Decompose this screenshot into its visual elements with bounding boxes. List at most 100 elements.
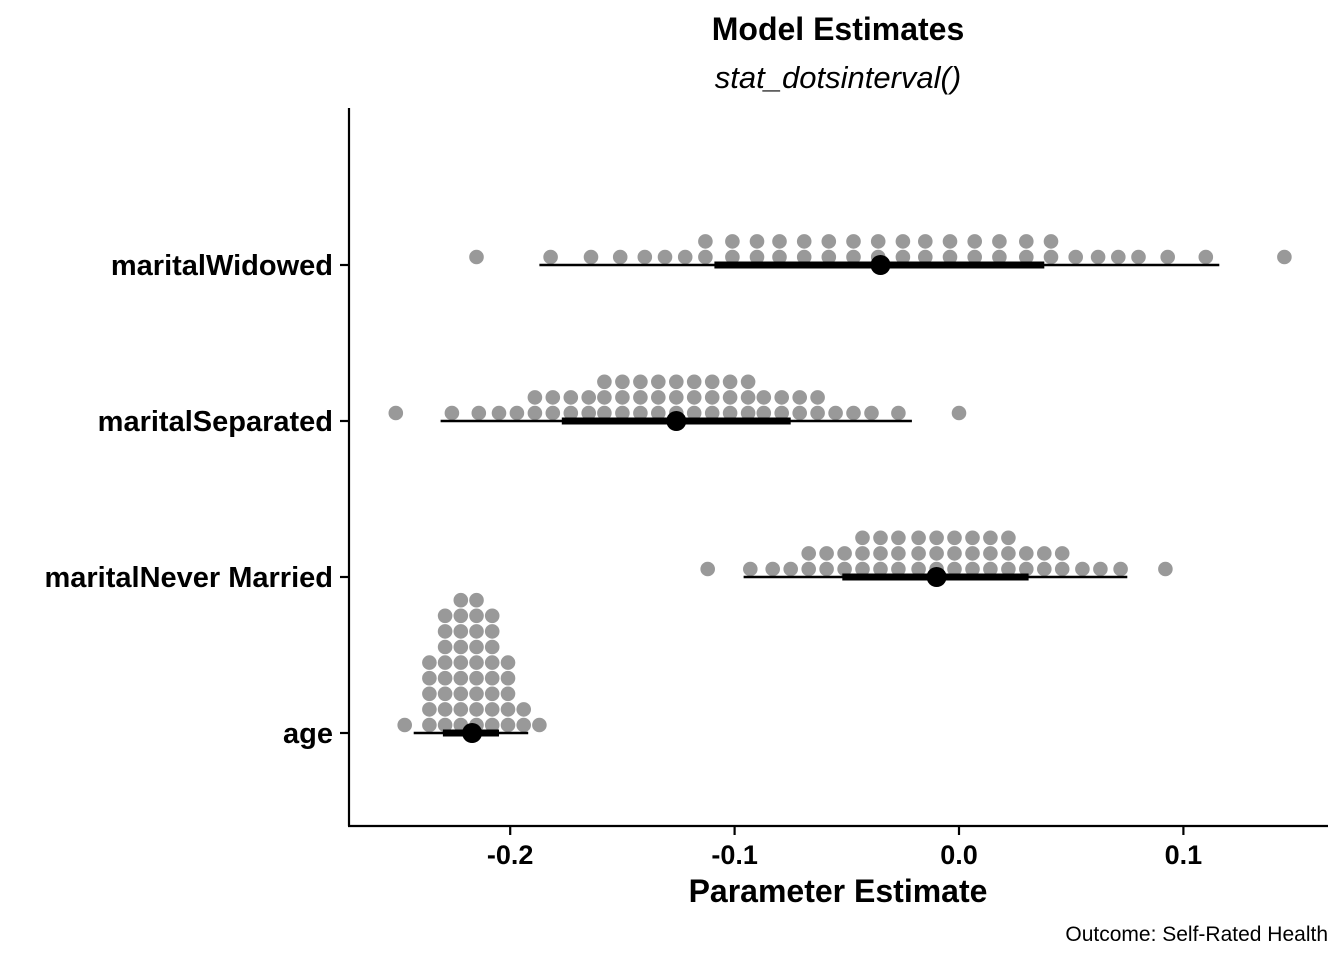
y-tick-label: maritalSeparated bbox=[98, 406, 333, 438]
dot-point bbox=[651, 405, 666, 421]
dot-point bbox=[837, 546, 852, 561]
dot-point bbox=[453, 686, 469, 702]
dot-point bbox=[437, 639, 453, 655]
dot-point bbox=[1111, 249, 1126, 265]
dot-point bbox=[437, 655, 453, 670]
dot-point bbox=[686, 405, 702, 421]
dot-point bbox=[725, 234, 740, 249]
dot-point bbox=[965, 530, 980, 546]
dot-point bbox=[612, 249, 628, 265]
dot-point bbox=[1019, 546, 1034, 561]
dot-point bbox=[615, 405, 630, 421]
dot-point bbox=[563, 390, 579, 405]
dot-point bbox=[527, 390, 543, 405]
dot-point bbox=[527, 405, 543, 421]
dot-point bbox=[1131, 249, 1146, 265]
dot-point bbox=[453, 639, 469, 655]
dot-point bbox=[677, 249, 693, 265]
dot-point bbox=[1277, 249, 1292, 265]
dot-point bbox=[1054, 561, 1070, 577]
dot-point bbox=[500, 655, 516, 670]
dot-point bbox=[437, 670, 453, 686]
dot-point bbox=[704, 390, 720, 405]
dot-point bbox=[796, 249, 812, 265]
dot-point bbox=[1001, 546, 1016, 561]
dot-point bbox=[992, 249, 1007, 265]
x-tick-label: 0.1 bbox=[1165, 840, 1203, 870]
dot-point bbox=[516, 717, 531, 733]
dot-point bbox=[437, 702, 453, 717]
dot-point bbox=[992, 234, 1007, 249]
dot-point bbox=[967, 234, 982, 249]
dot-point bbox=[1043, 234, 1059, 249]
dot-point bbox=[686, 374, 702, 390]
dot-point bbox=[870, 234, 886, 249]
dot-point bbox=[500, 686, 516, 702]
dot-point bbox=[437, 717, 453, 733]
dot-point bbox=[891, 546, 906, 561]
dot-point bbox=[855, 561, 870, 577]
dot-point bbox=[500, 702, 516, 717]
dot-point bbox=[765, 561, 780, 577]
dot-point bbox=[509, 405, 525, 421]
dot-point bbox=[810, 405, 825, 421]
dot-point bbox=[469, 639, 484, 655]
dot-point bbox=[597, 405, 612, 421]
dot-point bbox=[1037, 561, 1052, 577]
dot-point bbox=[1113, 561, 1128, 577]
dot-point bbox=[1093, 561, 1108, 577]
dot-point bbox=[484, 639, 500, 655]
dot-point bbox=[397, 717, 413, 733]
point-estimate bbox=[926, 567, 947, 587]
dot-point bbox=[698, 249, 713, 265]
dot-point bbox=[704, 405, 720, 421]
dot-point bbox=[1158, 561, 1173, 577]
dot-point bbox=[469, 686, 484, 702]
dot-point bbox=[965, 561, 980, 577]
dot-point bbox=[597, 374, 612, 390]
dot-point bbox=[918, 249, 933, 265]
dot-point bbox=[740, 405, 756, 421]
dot-point bbox=[864, 405, 879, 421]
dot-point bbox=[633, 390, 648, 405]
dot-point bbox=[657, 249, 673, 265]
dot-point bbox=[725, 249, 740, 265]
dot-point bbox=[437, 686, 453, 702]
y-tick-label: maritalNever Married bbox=[44, 562, 333, 594]
dot-point bbox=[633, 405, 648, 421]
dot-point bbox=[947, 546, 962, 561]
x-axis-ticks: -0.2 -0.1 0.0 0.1 bbox=[487, 826, 1202, 870]
dot-point bbox=[942, 234, 958, 249]
dot-point bbox=[543, 249, 558, 265]
y-tick-label: age bbox=[283, 718, 333, 750]
series-1 bbox=[388, 374, 967, 431]
point-estimate bbox=[666, 411, 687, 431]
dot-point bbox=[1043, 249, 1059, 265]
chart-caption: Outcome: Self-Rated Health bbox=[1065, 923, 1328, 946]
dot-point bbox=[469, 608, 484, 624]
dot-point bbox=[615, 374, 630, 390]
dot-point bbox=[846, 234, 861, 249]
dot-point bbox=[929, 546, 944, 561]
dot-point bbox=[469, 624, 484, 639]
dot-point bbox=[895, 249, 911, 265]
dot-point bbox=[796, 234, 812, 249]
dot-point bbox=[1001, 530, 1016, 546]
dot-point bbox=[792, 405, 807, 421]
x-tick-label: 0.0 bbox=[940, 840, 978, 870]
dot-point bbox=[422, 702, 437, 717]
dot-point bbox=[469, 249, 484, 265]
dot-point bbox=[819, 546, 834, 561]
dot-point bbox=[774, 405, 789, 421]
dot-point bbox=[918, 234, 933, 249]
dot-point bbox=[801, 561, 816, 577]
dot-point bbox=[819, 561, 834, 577]
series-3 bbox=[397, 592, 547, 743]
dot-point bbox=[772, 234, 787, 249]
dot-point bbox=[545, 390, 561, 405]
dot-point bbox=[828, 405, 843, 421]
dot-point bbox=[756, 405, 772, 421]
dot-point bbox=[453, 624, 469, 639]
dot-point bbox=[772, 249, 787, 265]
